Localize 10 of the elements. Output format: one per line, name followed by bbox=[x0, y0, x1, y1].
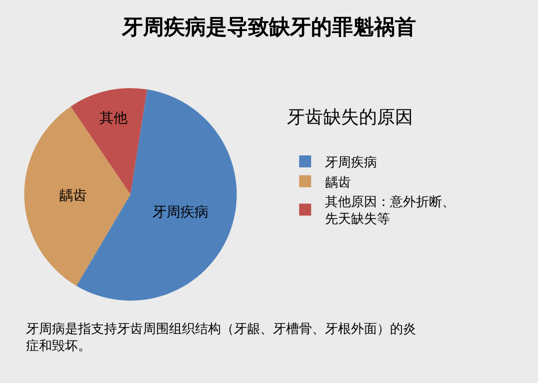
data-label: 其他 bbox=[100, 110, 128, 127]
data-label: 牙周疾病 bbox=[152, 204, 208, 220]
legend-label: 牙周疾病 bbox=[325, 155, 378, 170]
text: 牙周病是指支持牙齿周围组织结构（牙龈、牙槽骨、牙根外面）的炎症和毁坏。 bbox=[26, 322, 416, 354]
legend-title: 牙齿缺失的原因 bbox=[287, 106, 414, 128]
chart-title: 牙周疾病是导致缺牙的罪魁祸首 bbox=[121, 15, 416, 40]
pie-slice bbox=[24, 106, 130, 286]
data-label: 龋齿 bbox=[58, 188, 87, 204]
legend-label: 其他原因：意外折断、先天缺失等 bbox=[325, 195, 456, 228]
legend-label: 龋齿 bbox=[325, 175, 352, 190]
